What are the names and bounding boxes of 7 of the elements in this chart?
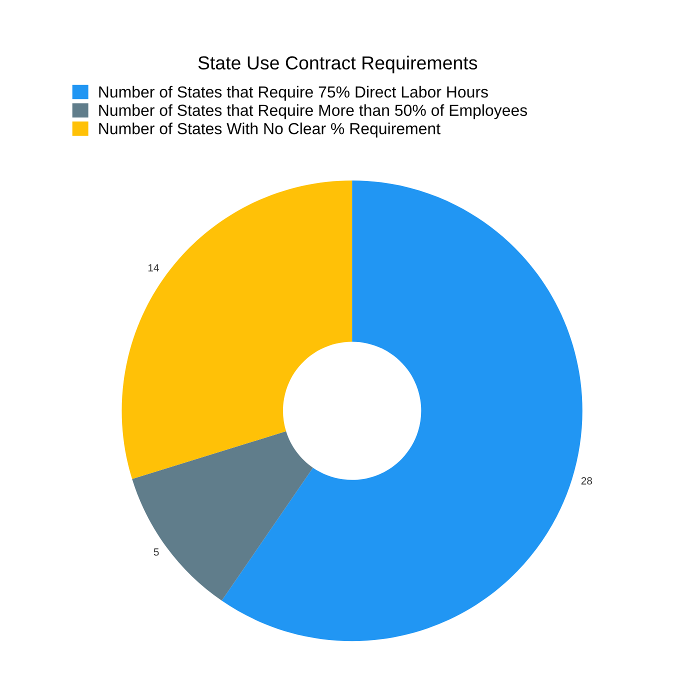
data-label: 14 bbox=[148, 264, 159, 272]
data-label: 5 bbox=[154, 548, 159, 556]
legend-label: Number of States With No Clear % Requirement bbox=[99, 122, 440, 138]
legend-label: Number of States that Require 75% Direct Labor Hours bbox=[99, 86, 488, 101]
data-label: 28 bbox=[581, 477, 592, 485]
legend-label: Number of States that Require More than 50% of Employees bbox=[99, 104, 528, 120]
chart-title: State Use Contract Requirements bbox=[198, 56, 478, 74]
